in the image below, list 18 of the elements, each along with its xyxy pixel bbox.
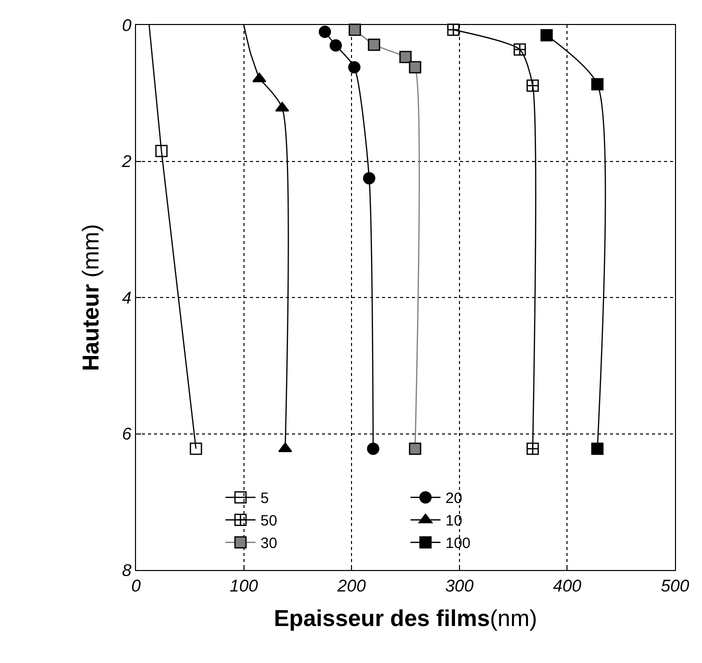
x-axis-title: Epaisseur des films(nm) — [274, 605, 538, 632]
x-tick-label: 100 — [230, 576, 259, 596]
y-tick-label: 4 — [122, 288, 132, 308]
y-tick-label: 6 — [122, 424, 132, 444]
y-tick-label: 8 — [122, 560, 132, 580]
legend-label: 10 — [446, 512, 462, 530]
x-tick-label: 300 — [445, 576, 474, 596]
legend-label: 20 — [446, 490, 462, 508]
x-tick-label: 200 — [336, 576, 366, 596]
legend-label: 100 — [446, 535, 471, 552]
x-tick-label: 500 — [660, 576, 690, 596]
y-tick-label: 2 — [121, 152, 132, 172]
x-tick-label: 400 — [553, 576, 582, 596]
y-axis-title: Hauteur (mm) — [77, 224, 104, 371]
y-tick-label: 0 — [122, 16, 132, 35]
legend-label: 30 — [260, 535, 278, 552]
legend-label: 5 — [260, 490, 269, 508]
legend-label: 50 — [260, 512, 278, 530]
